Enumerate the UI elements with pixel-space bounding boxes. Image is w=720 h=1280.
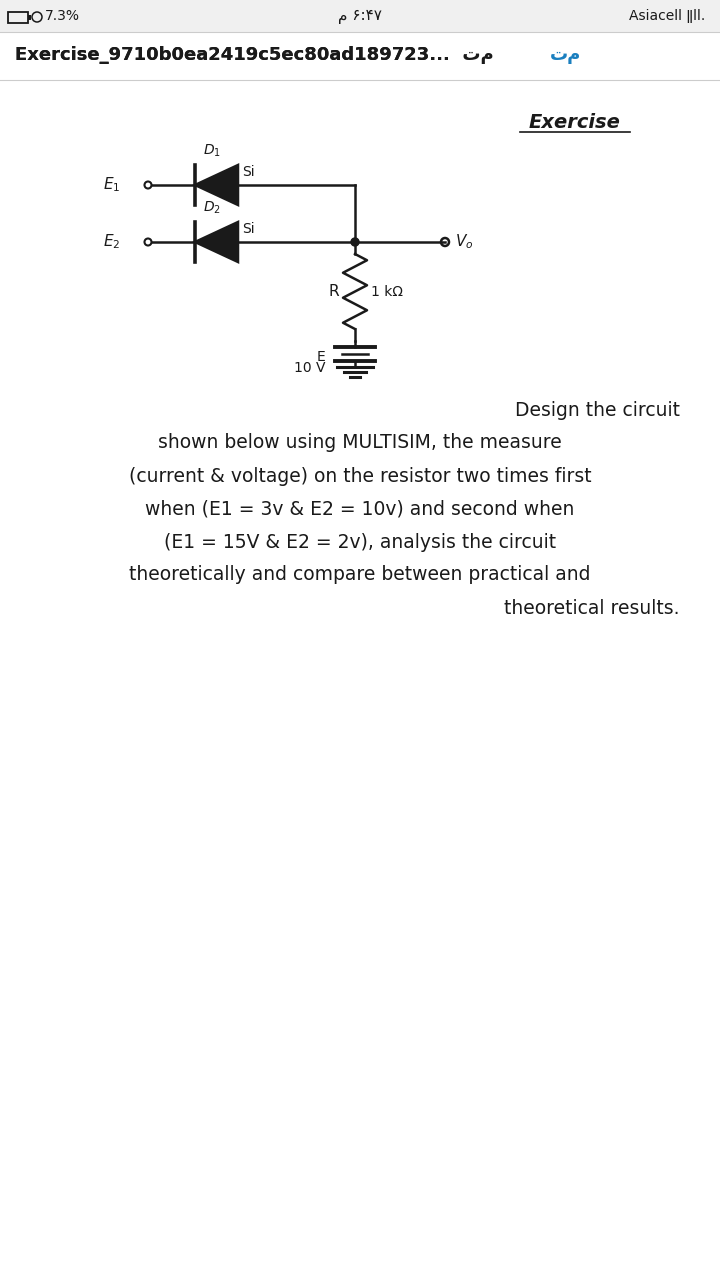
Polygon shape	[195, 221, 238, 262]
Text: $V_o$: $V_o$	[455, 233, 474, 251]
Text: theoretical results.: theoretical results.	[505, 599, 680, 617]
Bar	[0, 0, 720, 32]
Circle shape	[351, 238, 359, 246]
Text: E: E	[316, 349, 325, 364]
Text: Si: Si	[242, 165, 255, 179]
Text: 1 kΩ: 1 kΩ	[371, 284, 403, 298]
Text: Exercise_9710b0ea2419c5ec80ad189723...: Exercise_9710b0ea2419c5ec80ad189723...	[15, 46, 462, 64]
Text: $D_1$: $D_1$	[202, 142, 220, 159]
Text: Exercise_9710b0ea2419c5ec80ad189723...  تم: Exercise_9710b0ea2419c5ec80ad189723... ت…	[15, 46, 494, 64]
Text: تم: تم	[550, 46, 581, 64]
Text: $D_2$: $D_2$	[202, 200, 220, 216]
Polygon shape	[195, 165, 238, 205]
Text: (current & voltage) on the resistor two times first: (current & voltage) on the resistor two …	[129, 466, 591, 485]
Text: م ۶:۴۷: م ۶:۴۷	[338, 9, 382, 23]
Text: Design the circuit: Design the circuit	[515, 401, 680, 420]
Text: theoretically and compare between practical and: theoretically and compare between practi…	[130, 566, 590, 585]
Text: shown below using MULTISIM, the measure: shown below using MULTISIM, the measure	[158, 434, 562, 453]
Text: 10 V: 10 V	[294, 361, 325, 375]
Text: Exercise: Exercise	[529, 113, 621, 132]
Text: $E_2$: $E_2$	[103, 233, 120, 251]
Text: Si: Si	[242, 221, 255, 236]
Text: R: R	[328, 284, 339, 300]
Text: 7.3%: 7.3%	[45, 9, 80, 23]
Bar	[28, 15, 31, 20]
Text: Asiacell ǁll.: Asiacell ǁll.	[629, 9, 705, 23]
Text: (E1 = 15V & E2 = 2v), analysis the circuit: (E1 = 15V & E2 = 2v), analysis the circu…	[164, 532, 556, 552]
Text: when (E1 = 3v & E2 = 10v) and second when: when (E1 = 3v & E2 = 10v) and second whe…	[145, 499, 575, 518]
Text: $E_1$: $E_1$	[103, 175, 120, 195]
